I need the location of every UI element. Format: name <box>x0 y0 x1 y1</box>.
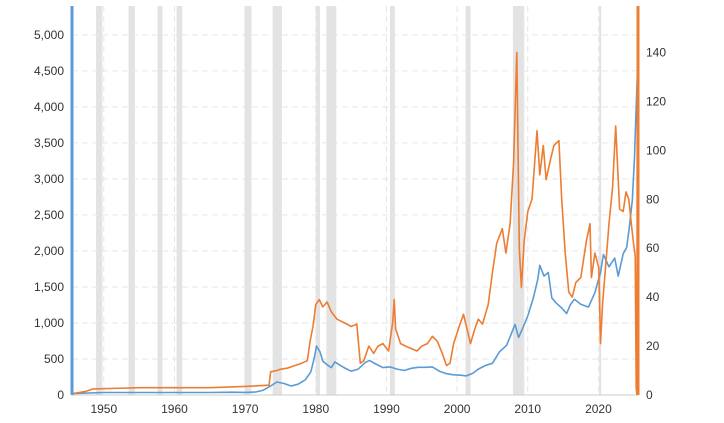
recession-band-0 <box>96 6 103 395</box>
recession-bands <box>96 6 602 395</box>
x-tick-label-1: 1960 <box>161 402 188 416</box>
left-tick-label-4: 2,000 <box>34 244 64 258</box>
left-tick-label-7: 3,500 <box>34 136 64 150</box>
recession-band-11 <box>599 6 602 395</box>
x-tick-label-2: 1970 <box>232 402 259 416</box>
x-axis-ticks: 1950 1960 1970 1980 1990 2000 2010 2020 <box>90 402 612 416</box>
x-tick-label-0: 1950 <box>90 402 117 416</box>
right-tick-label-0: 0 <box>646 388 653 402</box>
right-tick-label-1: 20 <box>646 339 660 353</box>
recession-band-6 <box>315 6 321 395</box>
recession-band-8 <box>389 6 395 395</box>
recession-band-7 <box>326 6 337 395</box>
left-tick-label-10: 5,000 <box>34 28 64 42</box>
right-tick-label-7: 140 <box>646 45 666 59</box>
x-tick-label-7: 2020 <box>585 402 612 416</box>
x-tick-label-3: 1980 <box>302 402 329 416</box>
left-tick-label-9: 4,500 <box>34 64 64 78</box>
recession-band-5 <box>272 6 282 395</box>
left-axis-ticks: 0 500 1,000 1,500 2,000 2,500 3,000 3,500 4,000 4… <box>34 28 64 402</box>
left-tick-label-2: 1,000 <box>34 316 64 330</box>
recession-band-4 <box>244 6 252 395</box>
left-tick-label-3: 1,500 <box>34 280 64 294</box>
x-tick-label-6: 2010 <box>514 402 541 416</box>
x-tick-label-5: 2000 <box>444 402 471 416</box>
series-lines <box>71 5 639 396</box>
recession-band-1 <box>128 6 135 395</box>
series-line-1 <box>71 5 639 396</box>
recession-band-9 <box>465 6 471 395</box>
left-tick-label-6: 3,000 <box>34 172 64 186</box>
right-tick-label-4: 80 <box>646 192 660 206</box>
grid-lines <box>72 6 638 395</box>
recession-band-3 <box>176 6 183 395</box>
right-tick-label-6: 120 <box>646 94 666 108</box>
left-tick-label-8: 4,000 <box>34 100 64 114</box>
left-tick-label-0: 0 <box>57 388 64 402</box>
left-tick-label-5: 2,500 <box>34 208 64 222</box>
right-axis-ticks: 0 20 40 60 80 100 120 140 <box>646 45 666 402</box>
right-tick-label-3: 60 <box>646 241 660 255</box>
left-tick-label-1: 500 <box>44 352 64 366</box>
recession-band-2 <box>157 6 163 395</box>
right-tick-label-5: 100 <box>646 143 666 157</box>
series-line-0 <box>71 56 639 395</box>
x-tick-label-4: 1990 <box>373 402 400 416</box>
right-tick-label-2: 40 <box>646 290 660 304</box>
